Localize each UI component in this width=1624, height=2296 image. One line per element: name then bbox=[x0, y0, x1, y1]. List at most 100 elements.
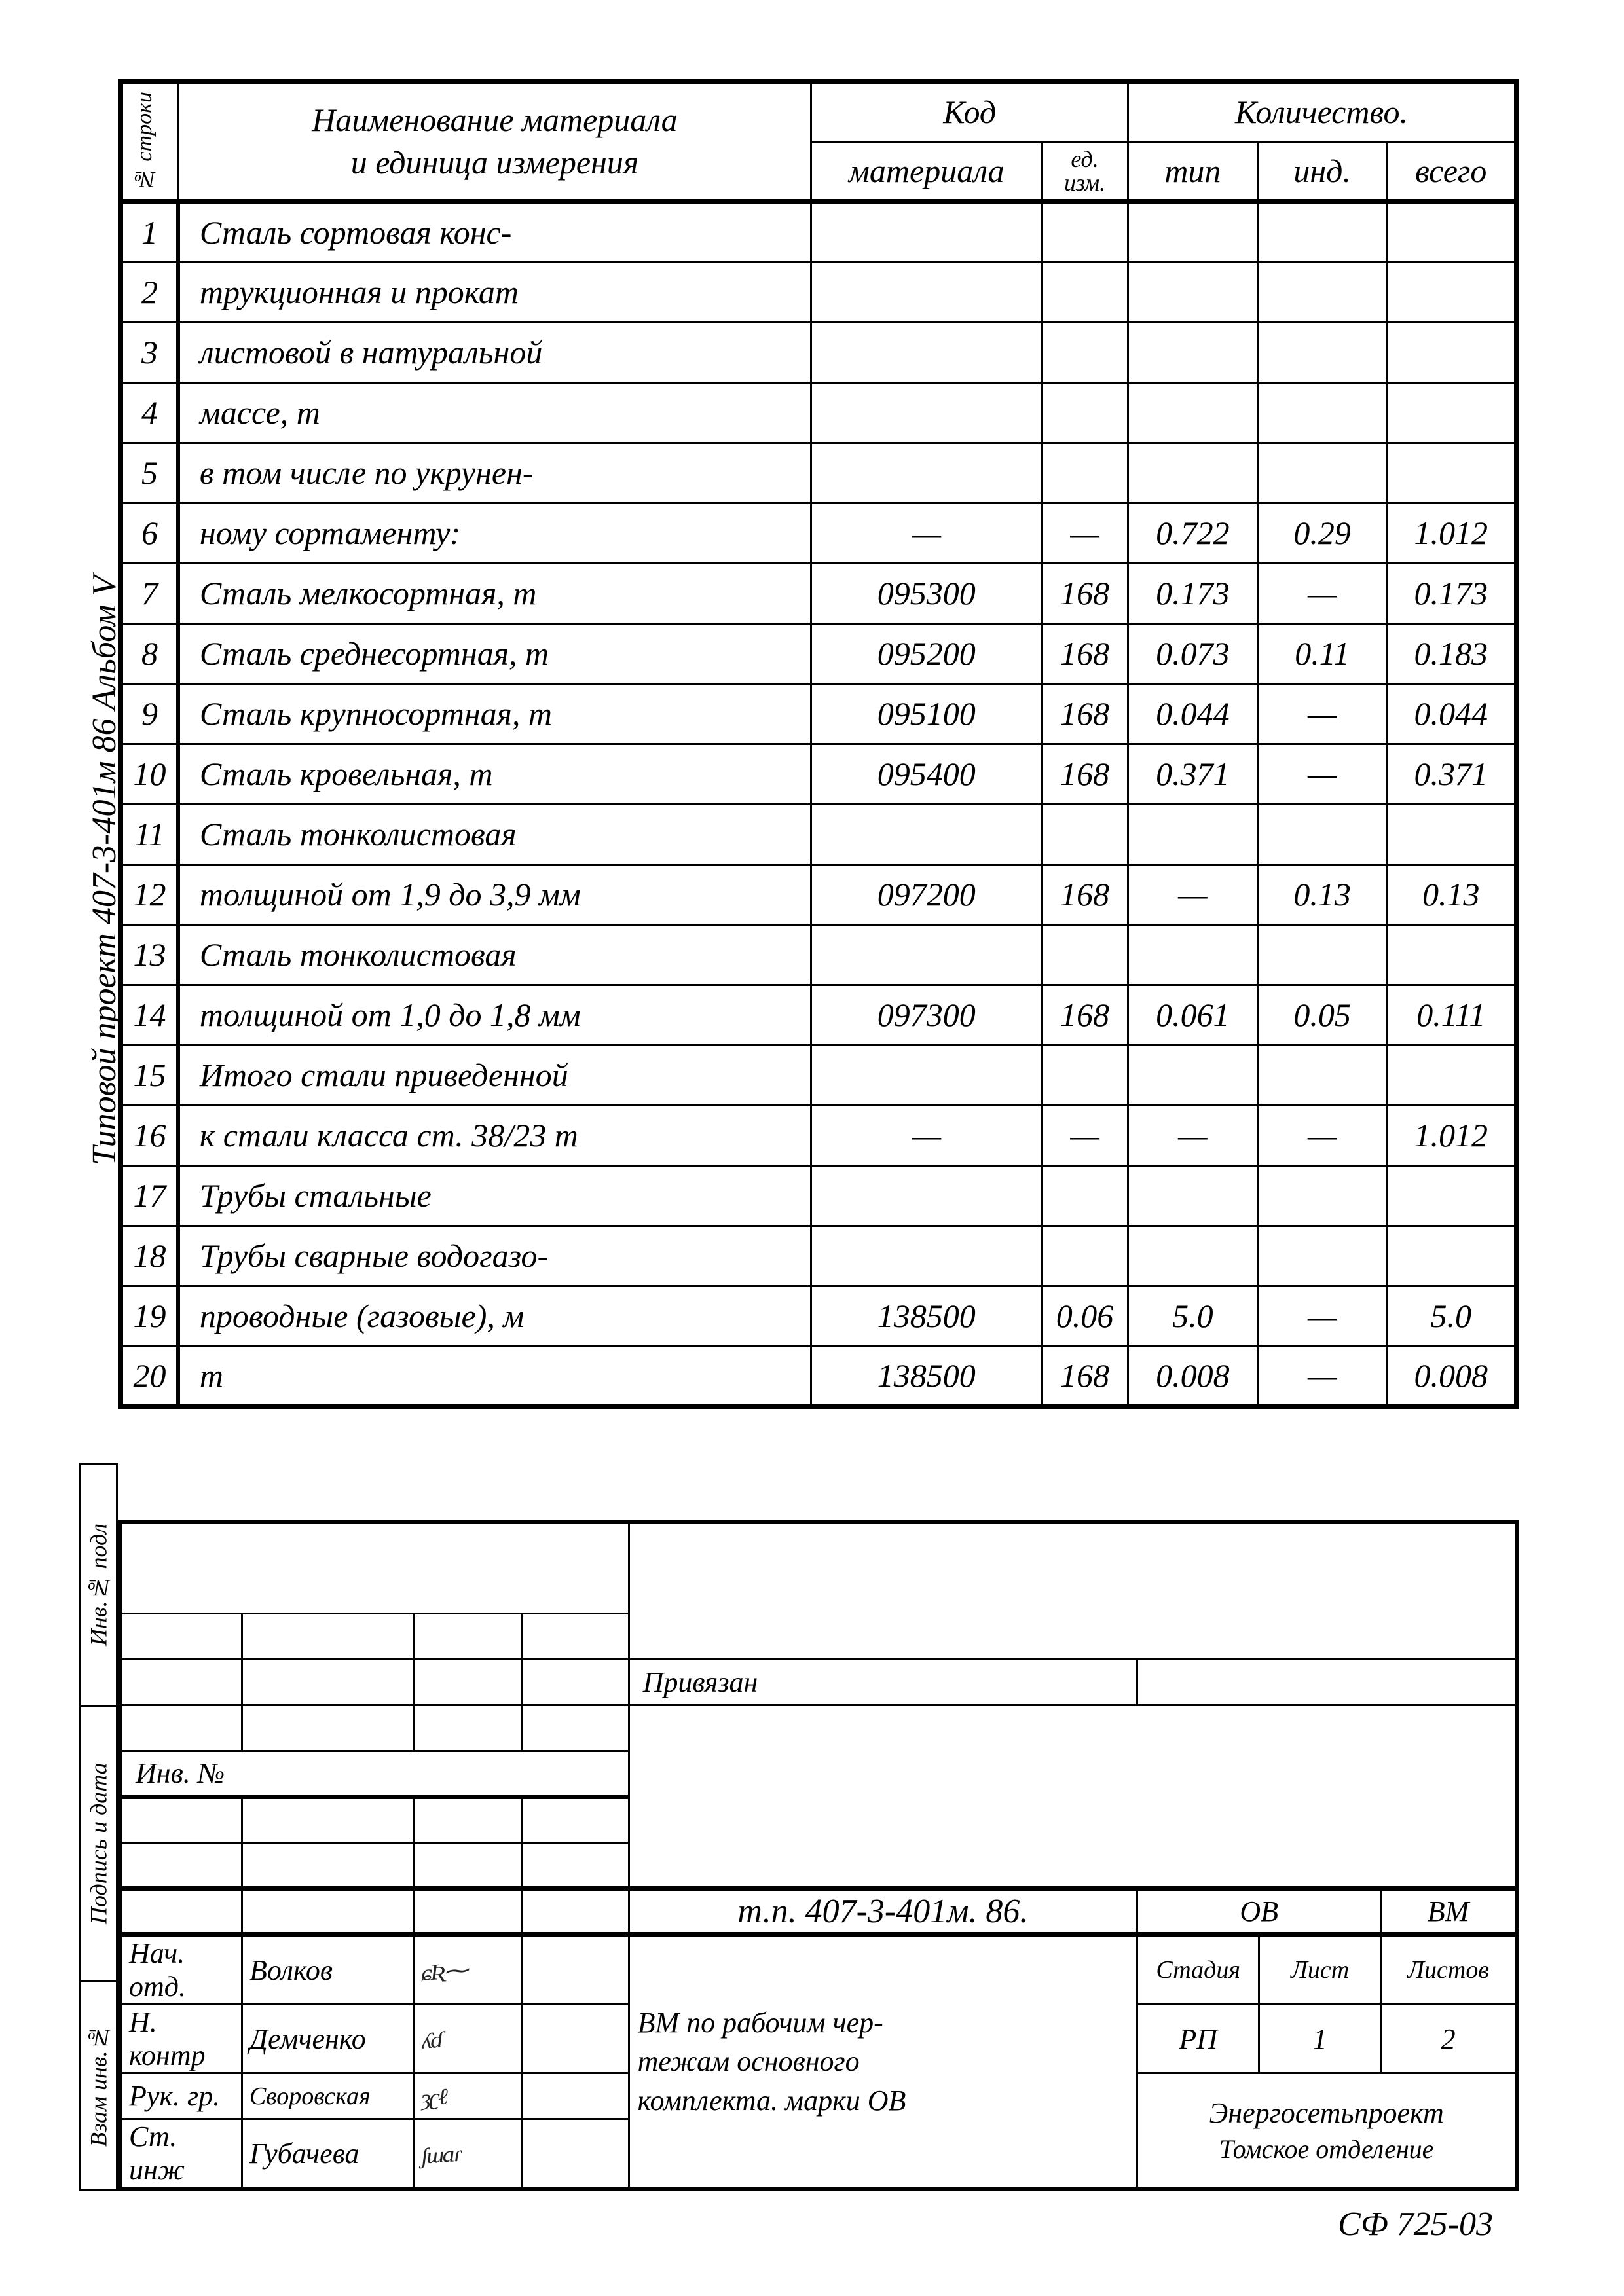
tb-side-a: Инв.№ подл bbox=[80, 1464, 117, 1706]
row-qty-a bbox=[1387, 924, 1517, 985]
row-number: 2 bbox=[120, 262, 178, 322]
row-qty-i: — bbox=[1257, 1286, 1387, 1346]
row-code-m: — bbox=[811, 503, 1042, 563]
row-qty-a: 1.012 bbox=[1387, 1105, 1517, 1165]
hdr-rownum: № строки bbox=[120, 81, 178, 202]
row-name: Сталь кровельная, т bbox=[178, 744, 811, 804]
signature-icon: ʃɯаɾ bbox=[420, 2141, 461, 2170]
row-number: 17 bbox=[120, 1165, 178, 1226]
row-qty-a bbox=[1387, 1045, 1517, 1105]
row-qty-i bbox=[1257, 262, 1387, 322]
hdr-code-m: материала bbox=[811, 141, 1042, 202]
row-code-m: 138500 bbox=[811, 1286, 1042, 1346]
row-qty-i bbox=[1257, 382, 1387, 443]
tb-desc3: комплекта. марки ОВ bbox=[638, 2081, 1129, 2120]
table-row: 10Сталь кровельная, т0954001680.371—0.37… bbox=[120, 744, 1517, 804]
row-name: Трубы сварные водогазо- bbox=[178, 1226, 811, 1286]
row-number: 19 bbox=[120, 1286, 178, 1346]
tb-desc1: ВМ по рабочим чер- bbox=[638, 2003, 1129, 2042]
row-qty-a bbox=[1387, 262, 1517, 322]
row-number: 9 bbox=[120, 683, 178, 744]
row-qty-i: — bbox=[1257, 744, 1387, 804]
tb-side-b: Подпись и дата bbox=[80, 1706, 117, 1981]
row-code-m bbox=[811, 1226, 1042, 1286]
row-name: Итого стали приведенной bbox=[178, 1045, 811, 1105]
row-code-e: 168 bbox=[1042, 1346, 1128, 1406]
role-2: Н. контр bbox=[120, 2005, 242, 2073]
row-number: 5 bbox=[120, 443, 178, 503]
hdr-name: Наименование материала и единица измерен… bbox=[178, 81, 811, 202]
row-number: 4 bbox=[120, 382, 178, 443]
table-row: 16к стали класса ст. 38/23 т————1.012 bbox=[120, 1105, 1517, 1165]
row-code-e bbox=[1042, 1226, 1128, 1286]
tb-priv: Привязан bbox=[629, 1660, 1137, 1705]
row-code-e bbox=[1042, 322, 1128, 382]
row-code-m: 095200 bbox=[811, 623, 1042, 683]
tb-inv: Инв. № bbox=[120, 1751, 629, 1797]
row-qty-t bbox=[1128, 262, 1257, 322]
row-qty-a: 0.044 bbox=[1387, 683, 1517, 744]
row-code-e: 168 bbox=[1042, 563, 1128, 623]
table-row: 17Трубы стальные bbox=[120, 1165, 1517, 1226]
row-number: 1 bbox=[120, 202, 178, 262]
row-code-m: 095300 bbox=[811, 563, 1042, 623]
row-qty-a: 0.371 bbox=[1387, 744, 1517, 804]
row-code-e: 168 bbox=[1042, 985, 1128, 1045]
row-qty-a: 5.0 bbox=[1387, 1286, 1517, 1346]
row-qty-a: 0.173 bbox=[1387, 563, 1517, 623]
row-qty-t bbox=[1128, 924, 1257, 985]
tb-desc2: тежам основного bbox=[638, 2042, 1129, 2081]
row-code-m: 097200 bbox=[811, 864, 1042, 924]
row-number: 16 bbox=[120, 1105, 178, 1165]
row-code-e bbox=[1042, 924, 1128, 985]
hdr-qty: Количество. bbox=[1128, 81, 1517, 141]
tb-bm: ВМ bbox=[1381, 1889, 1517, 1935]
row-qty-a bbox=[1387, 443, 1517, 503]
row-code-e bbox=[1042, 202, 1128, 262]
tb-stage: РП bbox=[1137, 2005, 1259, 2073]
row-qty-t bbox=[1128, 382, 1257, 443]
tb-org2: Томское отделение bbox=[1145, 2132, 1508, 2166]
row-qty-a bbox=[1387, 202, 1517, 262]
row-name: к стали класса ст. 38/23 т bbox=[178, 1105, 811, 1165]
row-qty-t: 0.371 bbox=[1128, 744, 1257, 804]
row-code-e bbox=[1042, 262, 1128, 322]
row-qty-t: 0.173 bbox=[1128, 563, 1257, 623]
row-qty-i: 0.13 bbox=[1257, 864, 1387, 924]
hdr-qty-a: всего bbox=[1387, 141, 1517, 202]
materials-table: № строки Наименование материала и единиц… bbox=[118, 79, 1519, 1409]
row-number: 10 bbox=[120, 744, 178, 804]
row-name: ному сортаменту: bbox=[178, 503, 811, 563]
row-qty-a bbox=[1387, 1226, 1517, 1286]
tb-org1: Энергосетьпроект bbox=[1145, 2094, 1508, 2132]
row-code-m: 095100 bbox=[811, 683, 1042, 744]
role-1: Нач. отд. bbox=[120, 1935, 242, 2005]
hdr-code: Код bbox=[811, 81, 1128, 141]
row-qty-t: 0.073 bbox=[1128, 623, 1257, 683]
row-qty-a: 0.008 bbox=[1387, 1346, 1517, 1406]
tb-ov: ОВ bbox=[1137, 1889, 1381, 1935]
row-number: 8 bbox=[120, 623, 178, 683]
row-qty-a: 0.111 bbox=[1387, 985, 1517, 1045]
row-qty-t bbox=[1128, 1165, 1257, 1226]
table-row: 5в том числе по укрунен- bbox=[120, 443, 1517, 503]
row-code-m bbox=[811, 443, 1042, 503]
row-qty-i bbox=[1257, 202, 1387, 262]
row-code-m bbox=[811, 202, 1042, 262]
row-qty-i bbox=[1257, 1045, 1387, 1105]
row-qty-t: — bbox=[1128, 864, 1257, 924]
row-qty-t bbox=[1128, 443, 1257, 503]
row-code-e: 168 bbox=[1042, 744, 1128, 804]
row-code-m bbox=[811, 1045, 1042, 1105]
name-2: Демченко bbox=[242, 2005, 414, 2073]
row-code-m bbox=[811, 322, 1042, 382]
row-number: 18 bbox=[120, 1226, 178, 1286]
row-number: 11 bbox=[120, 804, 178, 864]
table-row: 18Трубы сварные водогазо- bbox=[120, 1226, 1517, 1286]
row-qty-a: 0.183 bbox=[1387, 623, 1517, 683]
row-qty-i bbox=[1257, 924, 1387, 985]
tb-sheets: 2 bbox=[1381, 2005, 1517, 2073]
table-row: 14толщиной от 1,0 до 1,8 мм0973001680.06… bbox=[120, 985, 1517, 1045]
signature-icon: ʎɗ bbox=[420, 2027, 442, 2054]
row-qty-t bbox=[1128, 804, 1257, 864]
